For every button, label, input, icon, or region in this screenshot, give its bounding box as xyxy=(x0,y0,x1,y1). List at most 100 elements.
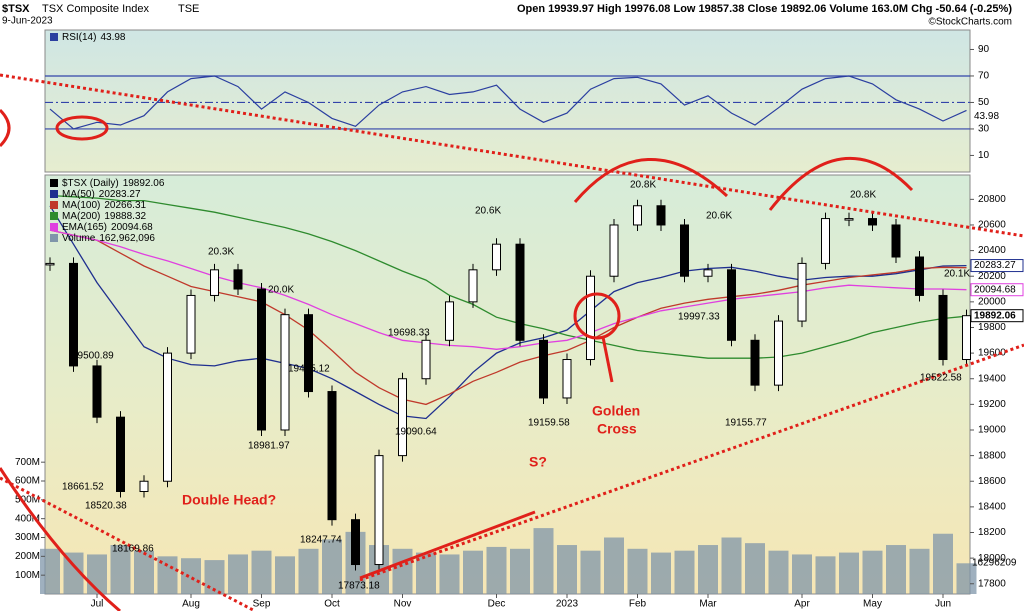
candle xyxy=(257,288,266,431)
candle xyxy=(656,205,666,226)
candle xyxy=(374,455,384,566)
legend-name: $TSX (Daily) xyxy=(62,178,119,189)
y-tick-label: 19200 xyxy=(978,399,1006,410)
candle xyxy=(938,294,948,361)
y2-tick-label: 500M xyxy=(15,494,40,505)
legend-swatch xyxy=(50,212,58,220)
volume-bar xyxy=(463,550,483,594)
y-tick-label: 19000 xyxy=(978,425,1006,436)
volume-note: 16296209 xyxy=(972,558,1017,569)
legend-entry: $TSX (Daily) 19892.06 xyxy=(62,178,165,189)
volume-bar xyxy=(392,548,413,594)
volume-bar xyxy=(275,556,295,594)
y-tick-label: 20600 xyxy=(978,220,1006,231)
x-tick-label: Aug xyxy=(182,599,200,610)
y-tick-label: 18600 xyxy=(978,476,1006,487)
x-tick-label: 2023 xyxy=(556,599,579,610)
x-tick-label: Jun xyxy=(935,599,951,610)
left-arc xyxy=(0,467,121,611)
volume-bar xyxy=(839,552,859,594)
y-tick-label: 19800 xyxy=(978,322,1006,333)
volume-bar xyxy=(298,548,319,594)
x-tick-label: Sep xyxy=(253,599,271,610)
price-note: 19405.12 xyxy=(288,364,330,375)
price-note: 18169.86 xyxy=(112,544,154,555)
legend-name: RSI(14) xyxy=(62,32,96,43)
y-tick-label: 90 xyxy=(978,44,990,55)
legend-value: 43.98 xyxy=(100,32,125,43)
price-note: 18661.52 xyxy=(62,482,104,493)
legend-name: EMA(165) xyxy=(62,222,107,233)
candle xyxy=(562,359,572,399)
candle xyxy=(351,519,360,566)
volume-bar xyxy=(157,556,178,594)
candle xyxy=(327,391,337,521)
price-note: 19159.58 xyxy=(528,418,570,429)
price-note: 20.3K xyxy=(208,247,234,258)
candle xyxy=(304,314,313,393)
candle xyxy=(280,314,290,431)
legend-value: 19892.06 xyxy=(123,178,165,189)
annotations: 19500.89 18661.52 18520.38 18169.86 20.3… xyxy=(62,180,1017,592)
y-tick-label: 20400 xyxy=(978,245,1006,256)
volume-bar xyxy=(580,550,601,594)
legend-name: Volume xyxy=(62,233,96,244)
moving-average xyxy=(49,194,967,359)
pattern-note: S? xyxy=(529,454,547,470)
volume-bar xyxy=(486,546,507,594)
legend-swatch xyxy=(50,33,58,41)
y-tick-label: 20000 xyxy=(978,296,1006,307)
candle xyxy=(163,352,172,482)
rsi-legend: RSI(14) 43.98 xyxy=(62,32,126,43)
volume-bar xyxy=(956,563,977,594)
candle xyxy=(421,339,431,380)
candle xyxy=(492,243,501,271)
y2-tick-label: 700M xyxy=(15,457,40,468)
candle xyxy=(868,218,877,226)
y2-tick-label: 400M xyxy=(15,513,40,524)
candle xyxy=(844,218,854,221)
candle xyxy=(609,224,619,277)
price-note: 20.8K xyxy=(850,190,876,201)
legend-value: 20283.27 xyxy=(99,189,141,200)
golden-cross-circle xyxy=(573,292,621,340)
price-note: 20.8K xyxy=(630,180,656,191)
y2-tick-label: 200M xyxy=(15,551,40,562)
price-panel xyxy=(44,174,971,595)
date: 9-Jun-2023 xyxy=(2,16,53,27)
credit: ©StockCharts.com xyxy=(928,17,1012,28)
candle xyxy=(233,269,243,290)
moving-average xyxy=(49,229,967,350)
candle xyxy=(45,262,55,266)
volume-bar xyxy=(204,560,225,594)
resistance-trendline xyxy=(0,73,1024,238)
candle xyxy=(586,275,595,361)
volume-bar xyxy=(604,537,624,594)
volume-bar xyxy=(698,545,718,594)
volume-bar xyxy=(792,554,812,594)
y-tick-label: 19400 xyxy=(978,373,1006,384)
price-note: 19500.89 xyxy=(72,351,114,362)
x-tick-label: Dec xyxy=(488,599,506,610)
y-tick-label: 18400 xyxy=(978,502,1006,513)
y-tick-label: 20800 xyxy=(978,194,1006,205)
volume-bar xyxy=(110,545,131,594)
candle xyxy=(703,269,713,277)
volume-bar xyxy=(251,550,272,594)
volume-bar xyxy=(909,548,930,594)
pattern-note: Cross xyxy=(597,421,637,437)
head-arc-1 xyxy=(573,157,729,203)
pattern-note: Double Head? xyxy=(182,492,276,508)
candle xyxy=(116,416,125,492)
y2-tick-label: 100M xyxy=(15,570,40,581)
volume-bar xyxy=(933,533,953,594)
symbol: $TSX xyxy=(2,3,30,15)
legend-swatch xyxy=(50,234,58,242)
rsi-line xyxy=(49,75,967,130)
candle xyxy=(515,243,525,341)
legend-entry: MA(50) 20283.27 xyxy=(62,189,141,200)
price-note: 19090.64 xyxy=(395,427,437,438)
value-tag-label: 19892.06 xyxy=(974,310,1016,321)
candle xyxy=(727,269,736,341)
price-note: 18247.74 xyxy=(300,535,342,546)
